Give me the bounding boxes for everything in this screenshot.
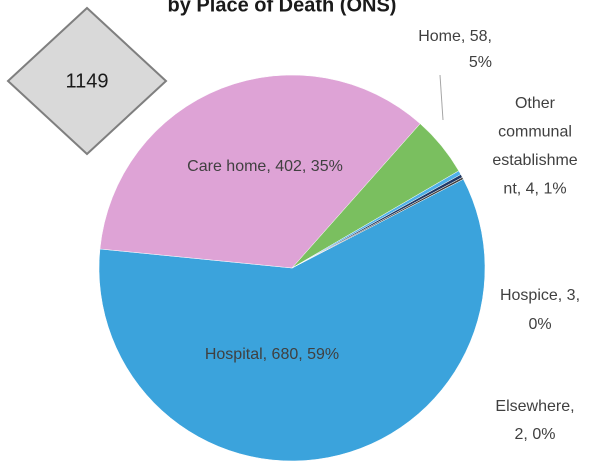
pie-slice [99, 74, 421, 269]
data-label: Care home, 402, 35% [187, 158, 343, 175]
data-label: 0% [528, 316, 551, 333]
annotation: 1149 [65, 70, 108, 92]
annotation-diamond [6, 6, 168, 156]
data-label: Home, 58, [418, 28, 492, 45]
data-label: nt, 4, 1% [503, 181, 566, 198]
data-label: communal [498, 124, 572, 141]
leader-line [439, 74, 444, 121]
data-label: Hospital, 680, 59% [205, 346, 339, 363]
data-label: 5% [469, 54, 492, 71]
data-label: Other [515, 95, 556, 112]
data-label: Elsewhere, [495, 398, 574, 415]
chart-title: by Place of Death (ONS) [168, 0, 397, 16]
pie-slice [98, 178, 486, 462]
data-label: Hospice, 3, [500, 287, 580, 304]
pie-slice [291, 176, 464, 269]
data-label: 2, 0% [515, 426, 556, 443]
data-label: establishme [492, 152, 577, 169]
